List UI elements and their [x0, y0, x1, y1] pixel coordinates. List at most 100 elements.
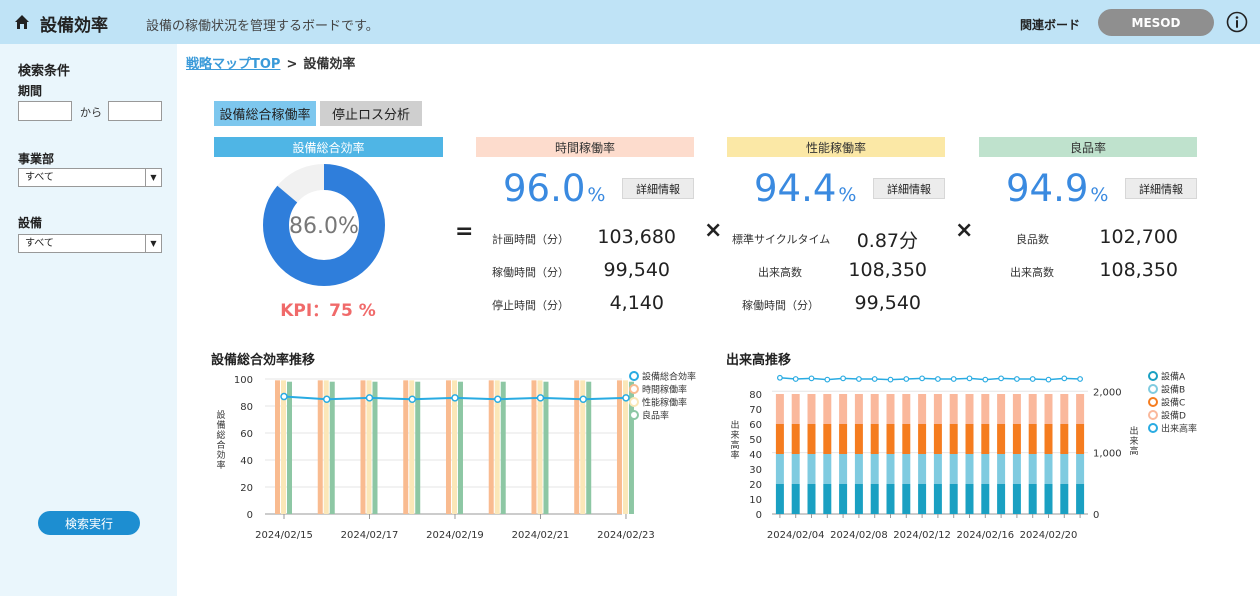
oee-donut-chart: 86.0%: [263, 164, 385, 286]
bar: [323, 380, 329, 514]
equipment-label: 設備: [18, 216, 43, 230]
stacked-bar: [1076, 484, 1085, 514]
stacked-bar: [933, 424, 942, 454]
period-from-input[interactable]: [18, 101, 72, 121]
availability-detail-button[interactable]: 詳細情報: [622, 178, 694, 199]
stacked-bar: [839, 484, 848, 514]
y-tick-label: 60: [749, 420, 762, 431]
stacked-bar: [981, 484, 990, 514]
bar: [494, 380, 500, 514]
legend-label: 性能稼働率: [642, 397, 687, 409]
stacked-bar: [886, 394, 895, 424]
y-axis-label-char: 率: [730, 449, 739, 461]
performance-unit: %: [838, 184, 857, 206]
period-to-input[interactable]: [108, 101, 162, 121]
stacked-bar: [807, 454, 816, 484]
breadcrumb-link-top[interactable]: 戦略マップTOP: [186, 57, 281, 72]
stacked-bar: [870, 484, 879, 514]
stacked-bar: [775, 424, 784, 454]
search-button[interactable]: 検索実行: [38, 511, 140, 535]
quality-value: 94.9%: [1006, 167, 1108, 210]
tab-stop-loss[interactable]: 停止ロス分析: [320, 101, 422, 126]
line-point: [322, 395, 331, 403]
stacked-bar: [965, 484, 974, 514]
page-description: 設備の稼働状況を管理するボードです。: [146, 19, 379, 34]
stacked-bar: [1012, 454, 1021, 484]
y-axis-label-char: 総: [216, 429, 225, 441]
quality-detail-button[interactable]: 詳細情報: [1125, 178, 1197, 199]
stacked-bar: [886, 424, 895, 454]
legend-marker: [629, 397, 639, 407]
stacked-bar: [902, 394, 911, 424]
stacked-bar: [997, 424, 1006, 454]
y-tick-label: 0: [247, 510, 253, 521]
legend-marker: [1148, 384, 1158, 394]
stacked-bar: [997, 454, 1006, 484]
info-icon[interactable]: [1226, 11, 1248, 33]
quality-header: 良品率: [979, 137, 1197, 157]
kpi-target: KPI：75 %: [280, 301, 376, 321]
legend-label: 設備A: [1161, 371, 1186, 383]
times-operator: ×: [955, 218, 974, 243]
x-tick-label: 2024/02/20: [1020, 530, 1078, 541]
y-axis-label-char: 効: [216, 449, 225, 461]
division-label: 事業部: [18, 152, 55, 166]
performance-detail-button[interactable]: 詳細情報: [873, 178, 945, 199]
oee-trend-chart: 0 20 40 60 80 100 2024/02/15 2024/02/17 2024/02/…: [216, 371, 696, 542]
stacked-bar: [965, 454, 974, 484]
line-point: [280, 392, 288, 401]
stacked-bar: [886, 484, 895, 514]
stacked-bar: [1060, 454, 1069, 484]
search-conditions-title: 検索条件: [18, 64, 71, 79]
metric-row-value: 0.87分: [856, 230, 918, 252]
line-point: [536, 394, 545, 402]
times-operator: ×: [704, 218, 723, 243]
y-tick-label: 30: [749, 465, 762, 476]
page-title: 設備効率: [40, 16, 108, 36]
y-axis-label-char: 来: [730, 430, 739, 441]
x-tick-label: 2024/02/23: [597, 530, 655, 541]
x-tick-label: 2024/02/04: [767, 530, 825, 541]
stacked-bar: [1076, 454, 1085, 484]
metric-row-value: 103,680: [597, 226, 676, 248]
bar: [317, 380, 323, 514]
y-tick-label: 70: [749, 405, 762, 416]
stacked-bar: [1060, 394, 1069, 424]
period-separator: から: [80, 106, 102, 119]
legend-marker: [1148, 397, 1158, 407]
y-tick-label: 40: [240, 456, 253, 467]
bar: [415, 381, 421, 514]
stacked-bar: [870, 424, 879, 454]
x-tick-label: 2024/02/21: [512, 530, 570, 541]
legend-marker: [1148, 410, 1158, 420]
bar: [628, 381, 634, 514]
metric-row-label: 稼働時間（分）: [492, 266, 569, 279]
stacked-bar: [791, 454, 800, 484]
legend-marker: [1148, 423, 1158, 433]
bar: [586, 381, 592, 514]
division-select[interactable]: すべて ▼: [18, 168, 162, 187]
bar: [574, 380, 580, 514]
legend-label: 設備C: [1161, 397, 1185, 409]
stacked-bar: [918, 394, 927, 424]
stacked-bar: [807, 484, 816, 514]
y-axis-label-char: 出: [730, 419, 739, 431]
stacked-bar: [1044, 484, 1053, 514]
y2-tick-label: 0: [1093, 510, 1099, 521]
tab-oee[interactable]: 設備総合稼働率: [214, 101, 316, 126]
line-point: [840, 375, 846, 382]
bar: [451, 380, 457, 514]
home-icon[interactable]: [14, 14, 30, 30]
line-point: [777, 374, 783, 381]
x-tick-label: 2024/02/19: [426, 530, 484, 541]
bar: [537, 380, 543, 514]
line-point: [1045, 376, 1052, 383]
dropdown-arrow-icon: ▼: [145, 235, 161, 252]
legend-label: 設備D: [1161, 410, 1186, 422]
stacked-bar: [854, 484, 863, 514]
related-board-button[interactable]: MESOD: [1098, 9, 1214, 36]
x-tick-label: 2024/02/08: [830, 530, 888, 541]
period-label: 期間: [18, 84, 43, 98]
equipment-select[interactable]: すべて ▼: [18, 234, 162, 253]
y-tick-label: 20: [240, 483, 253, 494]
